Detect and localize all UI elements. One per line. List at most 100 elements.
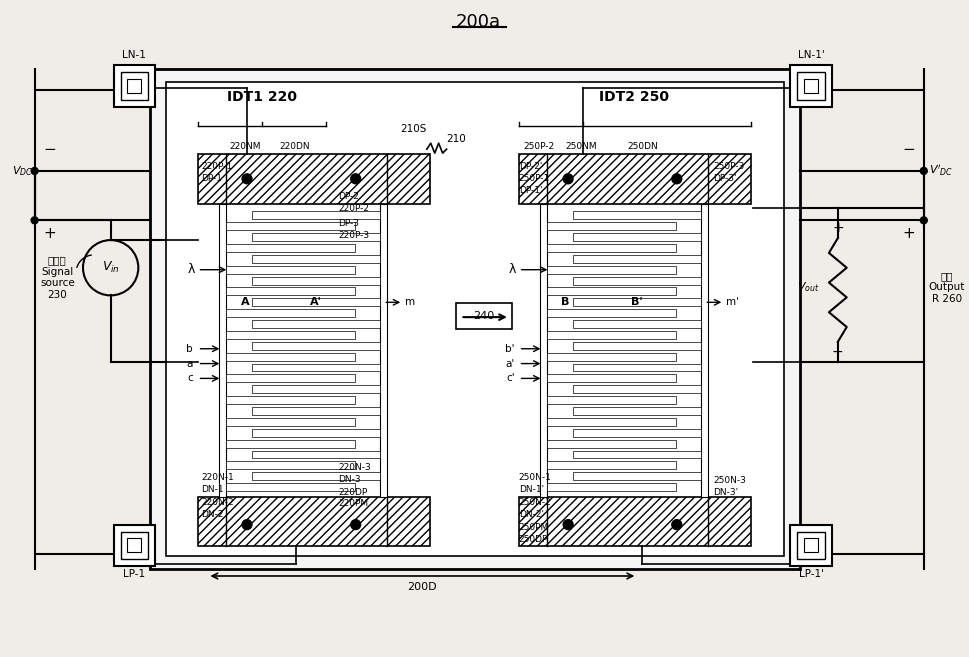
Bar <box>252 342 381 350</box>
Text: 210S: 210S <box>400 124 426 135</box>
Bar <box>252 429 381 437</box>
Text: λ: λ <box>509 263 516 276</box>
Bar <box>573 451 702 459</box>
Bar <box>547 222 675 230</box>
Text: LN-1': LN-1' <box>797 50 825 60</box>
Bar <box>252 298 381 306</box>
Bar <box>791 525 832 566</box>
Bar <box>573 298 702 306</box>
Text: m: m <box>405 298 415 307</box>
Bar <box>252 212 381 219</box>
Bar <box>198 497 430 547</box>
Bar <box>547 331 675 339</box>
Text: 输出
Output
R 260: 输出 Output R 260 <box>928 271 965 304</box>
Text: DN-1: DN-1 <box>202 485 224 493</box>
Bar <box>518 497 751 547</box>
Bar <box>226 266 355 274</box>
Text: 220DP: 220DP <box>338 487 367 497</box>
Text: $V_{DC}$: $V_{DC}$ <box>12 164 33 178</box>
Text: DN-1': DN-1' <box>518 485 544 493</box>
Bar <box>252 363 381 371</box>
Text: 250N-2: 250N-2 <box>518 499 551 507</box>
Text: a: a <box>186 359 193 369</box>
Text: LP-1: LP-1 <box>123 569 145 579</box>
Text: A': A' <box>310 298 322 307</box>
Text: λ: λ <box>187 263 195 276</box>
Bar <box>226 461 355 469</box>
Text: 220N-3: 220N-3 <box>338 463 371 472</box>
Bar <box>573 277 702 284</box>
Text: LP-1': LP-1' <box>798 569 824 579</box>
Text: 250P-3: 250P-3 <box>713 162 744 171</box>
Bar <box>804 79 818 93</box>
Bar <box>198 154 430 204</box>
Circle shape <box>351 520 360 530</box>
Bar <box>547 244 675 252</box>
Text: 210: 210 <box>447 134 466 145</box>
Bar <box>226 483 355 491</box>
Text: 200D: 200D <box>407 582 437 592</box>
Bar <box>226 222 355 230</box>
Bar <box>518 154 751 204</box>
Bar <box>120 72 148 100</box>
Bar <box>226 353 355 361</box>
Text: DN-3': DN-3' <box>713 487 738 497</box>
Bar <box>547 309 675 317</box>
Bar <box>797 72 825 100</box>
Text: 250DN: 250DN <box>627 142 658 151</box>
Bar <box>804 539 818 553</box>
Text: DN-3: DN-3 <box>338 474 360 484</box>
Bar <box>252 451 381 459</box>
Text: 220DN: 220DN <box>279 142 310 151</box>
Bar <box>456 304 512 329</box>
Circle shape <box>351 174 360 184</box>
Text: 220N-2: 220N-2 <box>202 499 234 507</box>
Circle shape <box>672 174 682 184</box>
Bar <box>573 342 702 350</box>
Circle shape <box>563 520 573 530</box>
Text: DP-2': DP-2' <box>518 162 542 171</box>
Bar <box>166 82 785 556</box>
Bar <box>226 288 355 296</box>
Text: +: + <box>832 221 844 235</box>
Bar <box>791 65 832 106</box>
Text: DP-1: DP-1 <box>202 174 223 183</box>
Circle shape <box>921 217 927 224</box>
Text: IDT1 220: IDT1 220 <box>227 90 297 104</box>
Bar <box>547 266 675 274</box>
Text: 220P-1: 220P-1 <box>202 162 233 171</box>
Text: $V_{out}$: $V_{out}$ <box>797 281 820 294</box>
Bar <box>573 320 702 328</box>
Bar <box>226 440 355 447</box>
Circle shape <box>31 168 38 174</box>
Bar <box>547 440 675 447</box>
Bar <box>120 532 148 559</box>
Text: B: B <box>561 298 570 307</box>
Bar <box>573 233 702 241</box>
Text: B': B' <box>632 298 643 307</box>
Text: DP-3': DP-3' <box>713 174 736 183</box>
Text: 250N-3: 250N-3 <box>713 476 746 485</box>
Bar <box>226 374 355 382</box>
Bar <box>113 525 155 566</box>
Text: −: − <box>902 142 916 156</box>
Text: 250P-1: 250P-1 <box>518 174 550 183</box>
Bar <box>547 288 675 296</box>
Circle shape <box>31 217 38 224</box>
Bar <box>252 472 381 480</box>
Bar <box>573 472 702 480</box>
Bar <box>226 331 355 339</box>
Text: $V'_{DC}$: $V'_{DC}$ <box>928 164 953 178</box>
Circle shape <box>242 174 252 184</box>
Bar <box>226 418 355 426</box>
Text: 250PM: 250PM <box>518 523 549 532</box>
Bar <box>573 429 702 437</box>
Text: b': b' <box>505 344 515 353</box>
Bar <box>150 69 800 569</box>
Text: 250NM: 250NM <box>565 142 597 151</box>
Bar <box>547 483 675 491</box>
Bar <box>252 233 381 241</box>
Text: b: b <box>186 344 193 353</box>
Bar <box>547 374 675 382</box>
Bar <box>113 65 155 106</box>
